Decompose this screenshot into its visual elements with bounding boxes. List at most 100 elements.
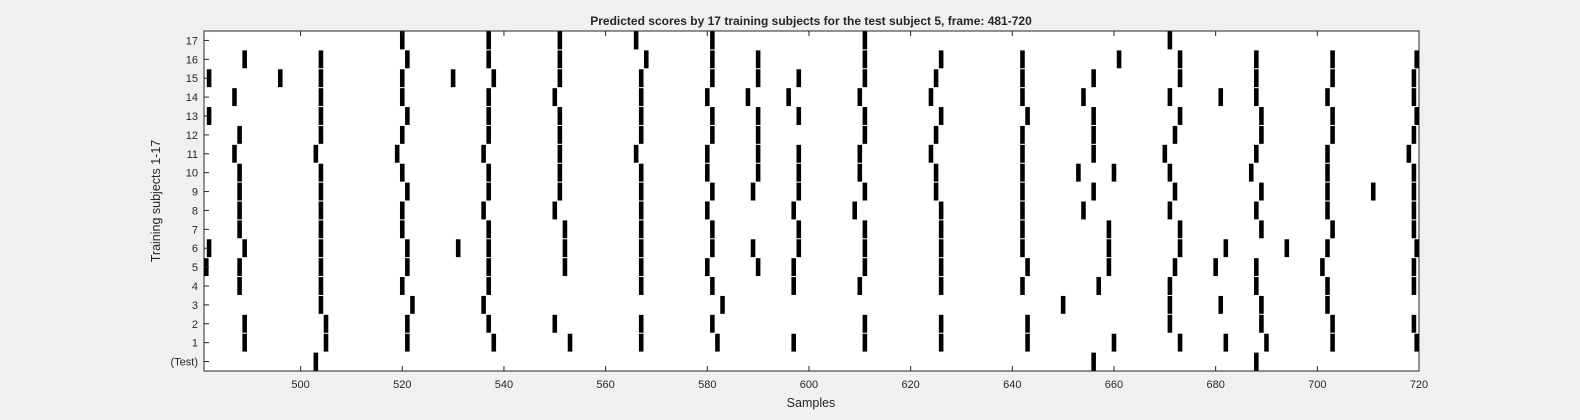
event-mark-row-4-12: [1254, 277, 1259, 295]
event-mark-row-2-0: [242, 314, 247, 333]
event-mark-row-13-8: [796, 107, 802, 125]
event-mark-row-10-3: [486, 163, 491, 182]
y-tick-label-15: 15: [186, 73, 198, 85]
event-mark-row-8-5: [638, 201, 644, 220]
event-mark-row-13-3: [486, 107, 491, 125]
x-tick-label-5: 600: [800, 379, 818, 391]
x-tick-label-9: 680: [1206, 379, 1224, 391]
event-mark-row-11-15: [1325, 144, 1330, 163]
event-mark-row-4-6: [791, 277, 796, 295]
event-mark-row-17-1: [486, 31, 491, 50]
event-mark-row-5-14: [1172, 258, 1178, 277]
event-marks: [204, 31, 1419, 371]
event-mark-row-11-14: [1254, 144, 1259, 163]
event-mark-row-15-13: [1020, 69, 1025, 88]
event-mark-row-4-13: [1325, 277, 1330, 295]
event-mark-row-12-3: [486, 125, 491, 144]
event-mark-row-10-8: [796, 163, 802, 182]
event-mark-row-3-0: [318, 295, 324, 314]
event-mark-row-13-13: [1177, 107, 1183, 125]
event-mark-row-15-4: [450, 69, 456, 88]
event-mark-row-9-15: [1325, 182, 1330, 201]
event-mark-row-2-7: [862, 314, 868, 333]
event-mark-row-11-13: [1162, 144, 1168, 163]
event-mark-row-15-7: [638, 69, 644, 88]
event-mark-row-8-10: [1020, 201, 1025, 220]
event-mark-row-13-7: [755, 107, 761, 125]
event-mark-row-6-0: [206, 239, 212, 258]
event-mark-row-0-0: [313, 352, 319, 371]
x-tick-label-8: 660: [1105, 379, 1123, 391]
event-mark-row-0-2: [1254, 352, 1259, 371]
event-mark-row-17-3: [633, 31, 639, 50]
event-mark-row-8-9: [938, 201, 944, 220]
y-axis-label: Training subjects 1-17: [149, 140, 163, 263]
event-mark-row-6-3: [405, 239, 410, 258]
y-tick-label-16: 16: [186, 54, 198, 66]
event-mark-row-3-3: [720, 295, 725, 314]
y-tick-label-11: 11: [187, 149, 198, 161]
event-mark-row-8-8: [852, 201, 857, 220]
event-mark-row-9-9: [862, 182, 868, 201]
event-mark-row-14-16: [1325, 88, 1330, 107]
event-mark-row-11-3: [481, 144, 486, 163]
event-mark-row-13-10: [938, 107, 944, 125]
event-mark-row-9-11: [1020, 182, 1025, 201]
event-mark-row-16-7: [755, 50, 761, 69]
event-mark-row-16-15: [1414, 50, 1419, 69]
event-mark-row-3-7: [1259, 295, 1264, 314]
event-mark-row-10-4: [557, 163, 563, 182]
event-mark-row-5-13: [1106, 258, 1112, 277]
event-mark-row-14-4: [552, 88, 558, 107]
event-mark-row-15-11: [862, 69, 868, 88]
event-mark-row-17-6: [1167, 31, 1173, 50]
event-mark-row-9-6: [710, 182, 715, 201]
event-mark-row-9-17: [1411, 182, 1417, 201]
x-tick-label-2: 540: [495, 379, 513, 391]
event-mark-row-11-16: [1406, 144, 1412, 163]
event-mark-row-15-3: [399, 69, 405, 88]
event-mark-row-9-12: [1091, 182, 1096, 201]
event-mark-row-4-10: [1096, 277, 1102, 295]
event-mark-row-6-19: [1414, 239, 1419, 258]
event-mark-row-5-4: [486, 258, 491, 277]
event-mark-row-13-5: [638, 107, 644, 125]
event-mark-row-9-4: [557, 182, 563, 201]
event-mark-row-6-1: [242, 239, 247, 258]
event-mark-row-7-7: [796, 220, 802, 239]
event-mark-row-14-6: [705, 88, 710, 107]
event-mark-row-9-14: [1259, 182, 1264, 201]
event-mark-row-16-5: [643, 50, 649, 69]
event-mark-row-11-1: [313, 144, 319, 163]
event-mark-row-1-11: [1111, 333, 1117, 352]
event-mark-row-13-15: [1330, 107, 1335, 125]
event-mark-row-4-2: [399, 277, 405, 295]
event-mark-row-7-10: [1020, 220, 1025, 239]
event-mark-row-15-14: [1091, 69, 1096, 88]
event-mark-row-10-14: [1167, 163, 1173, 182]
event-mark-row-11-0: [232, 144, 237, 163]
event-mark-row-16-10: [1020, 50, 1025, 69]
event-mark-row-14-14: [1218, 88, 1224, 107]
event-mark-row-13-2: [405, 107, 410, 125]
event-mark-row-14-3: [486, 88, 491, 107]
event-mark-row-5-18: [1411, 258, 1417, 277]
event-mark-row-6-17: [1284, 239, 1290, 258]
event-mark-row-5-17: [1320, 258, 1325, 277]
event-mark-row-5-12: [1025, 258, 1030, 277]
x-tick-label-4: 580: [698, 379, 716, 391]
x-tick-label-7: 640: [1003, 379, 1021, 391]
event-mark-row-12-4: [557, 125, 563, 144]
event-mark-row-12-11: [1091, 125, 1096, 144]
x-tick-label-6: 620: [901, 379, 919, 391]
event-mark-row-6-14: [1106, 239, 1112, 258]
plot-area: [203, 30, 1420, 372]
event-mark-row-6-13: [1020, 239, 1025, 258]
event-mark-row-5-15: [1213, 258, 1218, 277]
event-mark-row-14-5: [638, 88, 644, 107]
x-axis-ticks: 500 520 540 560 580 600 620 640 660 680 700 720: [291, 31, 1428, 391]
event-mark-row-11-9: [857, 144, 863, 163]
y-tick-label-17: 17: [186, 35, 198, 47]
event-mark-row-2-10: [1167, 314, 1173, 333]
event-mark-row-14-15: [1254, 88, 1259, 107]
